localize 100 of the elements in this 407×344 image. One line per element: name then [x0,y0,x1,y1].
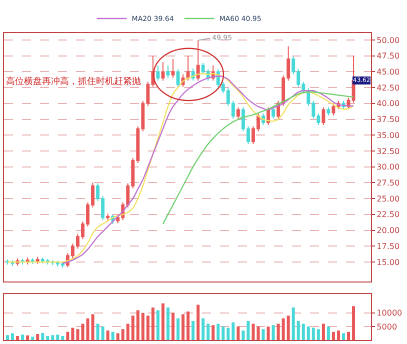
bar [332,332,335,340]
bar [126,324,130,340]
bar [282,318,285,340]
y-tick-label: 35.00 [376,130,400,140]
candlestick [156,64,160,82]
bar [131,316,134,340]
bar [6,335,10,340]
bar [96,324,100,340]
candlestick [106,213,110,222]
bar [61,336,64,340]
bar [226,328,230,340]
bar [322,324,325,340]
bar [121,329,124,340]
candlestick [166,64,170,79]
candlestick [36,256,40,264]
y-tick-label: 15.00 [376,258,400,267]
bar [41,332,44,340]
candlestick [161,62,165,82]
y-tick-label: 20.00 [376,226,400,236]
y-tick-label: 40.00 [376,99,400,108]
y-tick-label: 27.50 [376,178,400,188]
bar [16,336,20,340]
bar [292,307,295,340]
bar [76,329,80,340]
bar [141,312,144,340]
y-tick-label: 37.50 [376,115,400,124]
candlestick [176,68,180,88]
bar [51,335,54,340]
bar [286,316,290,340]
candlestick [236,106,240,120]
y-tick-label: 30.00 [376,162,400,172]
bar [256,326,260,340]
bar [196,304,200,340]
y-tick-label: 5000 [376,322,398,332]
bar [302,324,305,340]
line-series [6,73,354,263]
bar [106,330,110,340]
bar [66,332,70,340]
bar [31,336,34,340]
bar [26,335,30,340]
candlestick [322,106,326,126]
bar [171,312,174,340]
y-tick-label: 50.00 [376,36,400,45]
y-tick-label: 22.50 [376,210,400,220]
bar [11,333,14,340]
y-tick-label: 47.50 [376,52,400,61]
bar [336,330,340,340]
bar [136,310,140,340]
bar [316,329,320,340]
bar [266,326,270,340]
bar [262,329,265,340]
line-series [162,91,354,225]
bar [36,334,40,340]
y-tick-label: 45.00 [376,68,400,76]
bar [306,326,310,340]
bar [236,326,240,340]
candlestick [332,104,336,116]
y-tick-label: 25.00 [376,194,400,204]
annotation: 高位横盘再冲高，抓住时机赶紧抛 [6,76,141,87]
bar [202,318,205,340]
bar [151,307,154,340]
bar [296,321,300,340]
bar [166,307,170,340]
bar [182,314,185,340]
bar [161,303,164,340]
bar [242,330,245,340]
bar [232,322,235,340]
bar [276,324,280,340]
bar [312,328,315,340]
bar [146,316,150,340]
bar [222,326,225,340]
bar [81,324,84,340]
bar [116,333,120,340]
line-series [62,76,354,264]
bar [111,332,114,340]
bar [71,328,74,340]
bar [347,332,350,340]
y-tick-label: 42.50 [376,83,400,92]
y-tick-label: 10000 [376,308,402,318]
candlestick [196,40,200,82]
bar [326,326,330,340]
y-tick-label: 17.50 [376,242,400,251]
bar [272,325,275,340]
candlestick [30,258,34,264]
candlestick [326,106,330,116]
bar [56,334,60,340]
bar [86,318,90,340]
bar [206,324,210,340]
candlestick [171,58,175,79]
y-tick-label: 32.50 [376,146,400,156]
bar [156,310,160,340]
bar [252,324,255,340]
candlestick [272,106,276,120]
bar [342,333,345,340]
bar [91,314,94,340]
bar [192,321,195,340]
bar [176,318,180,340]
bar [212,325,215,340]
bar [352,306,356,340]
bar [246,321,250,340]
